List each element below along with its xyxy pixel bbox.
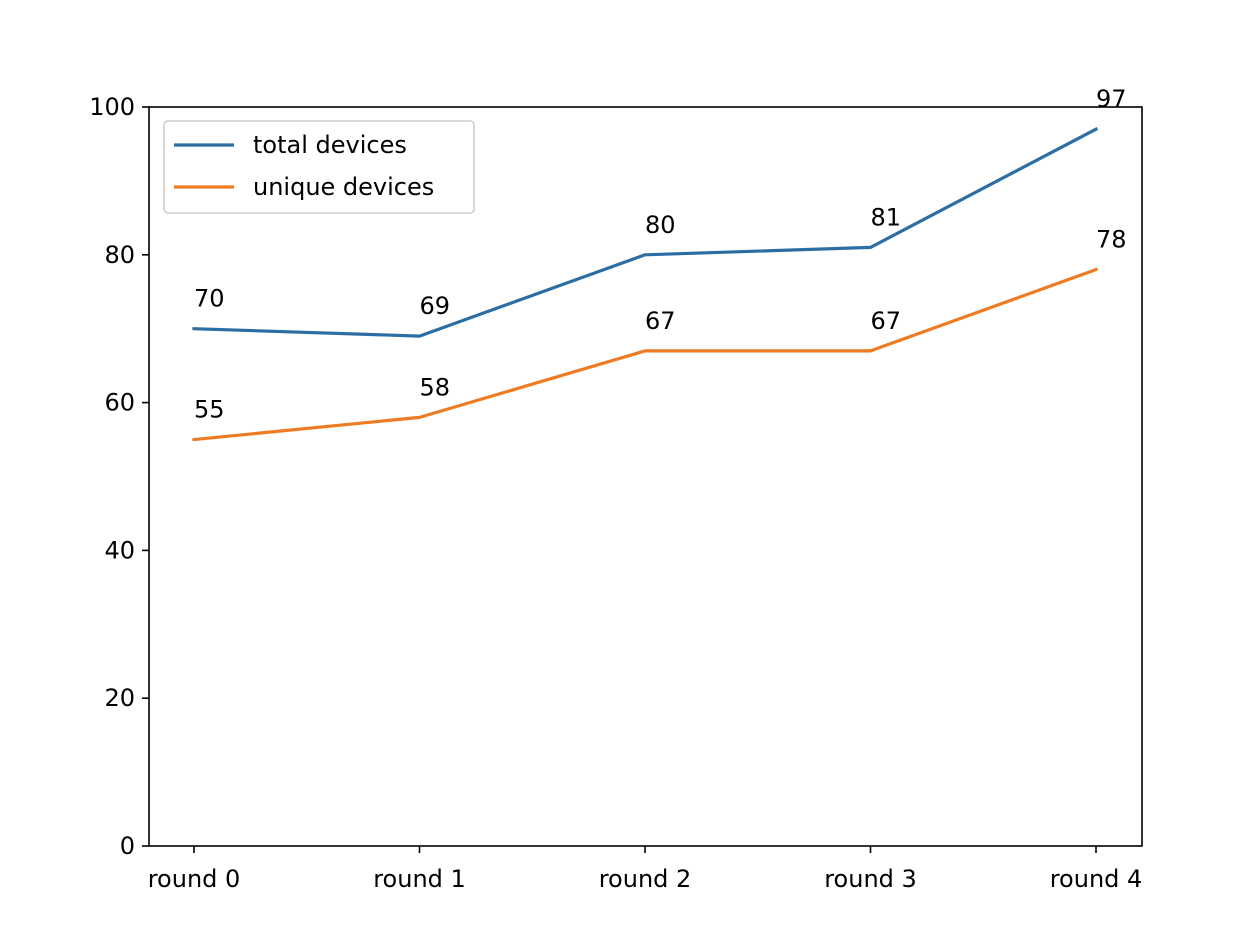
data-label: 80	[645, 211, 676, 239]
data-labels: 70 69 80 81 97 55 58 67 67 78	[194, 85, 1127, 423]
data-label: 78	[1096, 226, 1127, 254]
legend-label: total devices	[253, 131, 407, 159]
data-label: 58	[420, 373, 451, 401]
x-tick-label: round 4	[1050, 865, 1143, 893]
data-label: 81	[871, 203, 902, 231]
series-line-unique-devices	[192, 267, 1099, 442]
x-tick-label: round 0	[148, 865, 241, 893]
y-tick-label: 60	[104, 389, 135, 417]
data-label: 69	[420, 292, 451, 320]
series-line-total-devices	[192, 127, 1099, 338]
legend: total devices unique devices	[163, 120, 475, 214]
data-label: 97	[1096, 85, 1127, 113]
data-label: 70	[194, 285, 225, 313]
y-tick-label: 80	[104, 241, 135, 269]
data-label: 67	[645, 307, 676, 335]
data-label: 67	[871, 307, 902, 335]
x-tick-label: round 1	[373, 865, 466, 893]
legend-label: unique devices	[253, 173, 434, 201]
legend-box	[163, 120, 475, 214]
y-tick-label: 0	[120, 832, 135, 860]
x-tick-label: round 2	[599, 865, 692, 893]
axes: 0 20 40 60 80 100 round 0 round 1 round 2 round 3…	[89, 93, 1143, 893]
y-tick-label: 20	[104, 684, 135, 712]
x-tick-label: round 3	[824, 865, 917, 893]
data-label: 55	[194, 396, 225, 424]
y-tick-label: 40	[104, 536, 135, 564]
series-layer	[192, 127, 1099, 442]
y-tick-label: 100	[89, 93, 135, 121]
